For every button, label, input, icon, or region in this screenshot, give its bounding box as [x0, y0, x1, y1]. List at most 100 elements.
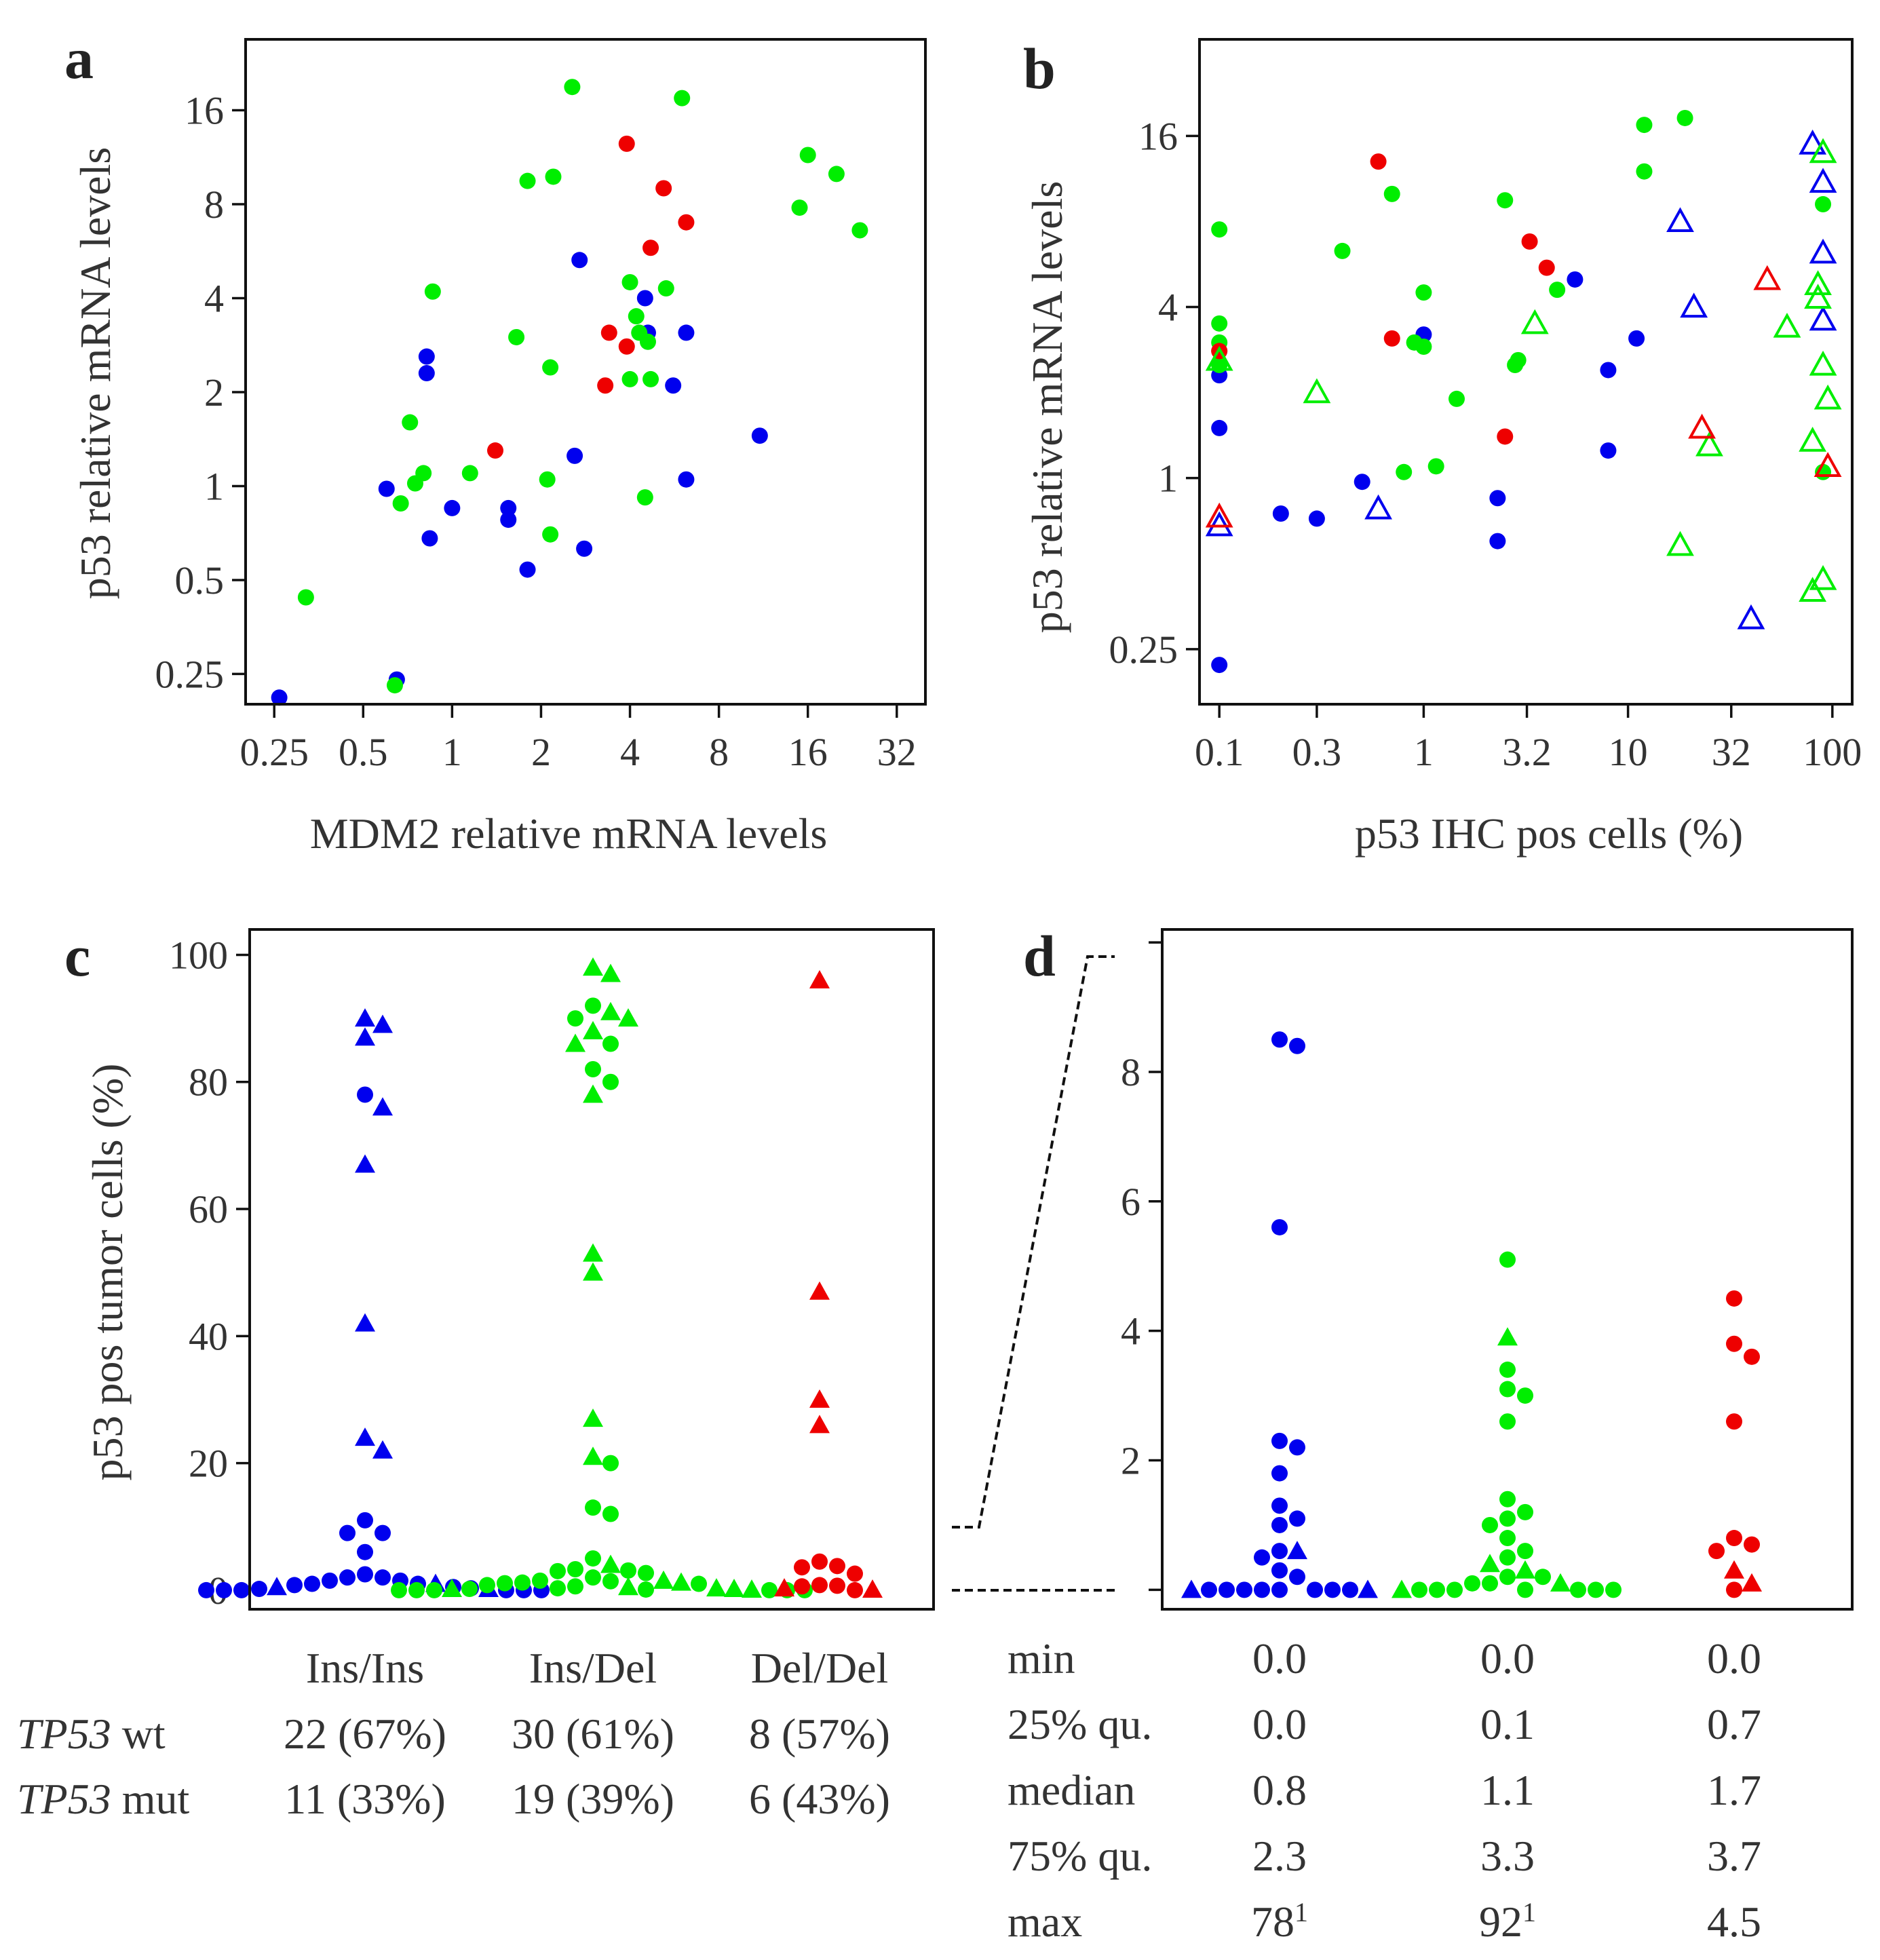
data-point: [1726, 1581, 1742, 1598]
data-point: [602, 1035, 619, 1052]
y-tick-label: 40: [189, 1314, 228, 1358]
summary-cell: 4.5: [1707, 1898, 1761, 1946]
data-point: [297, 589, 314, 606]
data-point: [1334, 242, 1351, 259]
panel-c-frame: [248, 928, 935, 1611]
data-point: [1427, 458, 1444, 475]
data-point: [642, 239, 659, 256]
data-point: [1499, 1530, 1516, 1547]
data-point: [1538, 259, 1555, 276]
data-point: [809, 1281, 830, 1300]
data-point: [542, 359, 559, 376]
data-point: [198, 1581, 214, 1598]
data-point: [418, 365, 435, 382]
data-point: [618, 1577, 638, 1596]
data-point: [1211, 419, 1228, 436]
x-tick-label: 1: [1414, 730, 1434, 774]
data-point: [567, 447, 583, 464]
data-point: [1271, 1432, 1288, 1449]
genotype-cell: 6 (43%): [749, 1775, 890, 1823]
panel-b-points: [1205, 109, 1842, 674]
summary-cell: 921: [1479, 1897, 1536, 1946]
data-point: [1464, 1575, 1480, 1592]
data-point: [583, 1243, 603, 1262]
data-point: [1271, 1497, 1288, 1514]
y-tick-label: 100: [169, 933, 228, 977]
data-point: [585, 1061, 601, 1078]
data-point: [1510, 351, 1527, 368]
data-point: [1737, 604, 1765, 630]
x-tick-label: 16: [788, 730, 828, 774]
data-point: [1600, 362, 1617, 379]
data-point: [1809, 305, 1837, 331]
data-point: [286, 1577, 303, 1594]
data-point: [1726, 1413, 1742, 1430]
summary-cell: 0.7: [1707, 1700, 1761, 1748]
data-point: [402, 414, 419, 431]
data-point: [567, 1578, 583, 1595]
panel-a-ticks: 0.25 0.5 1 2 4 8 16 32 0.25 0.5 1 2 4 8 16: [155, 89, 917, 774]
data-point: [1211, 657, 1228, 674]
data-point: [372, 1097, 393, 1116]
panel-a-ylabel: p53 relative mRNA levels: [71, 147, 119, 600]
data-point: [1517, 1581, 1533, 1598]
data-point: [851, 222, 868, 239]
x-tick-label: 4: [620, 730, 640, 774]
data-point: [618, 1008, 638, 1027]
data-point: [678, 214, 695, 231]
data-point: [1809, 238, 1837, 264]
x-tick-label: 0.3: [1292, 730, 1342, 774]
data-point: [418, 348, 435, 365]
data-point: [339, 1569, 356, 1586]
data-point: [1809, 138, 1837, 164]
data-point: [1205, 502, 1233, 528]
data-point: [791, 199, 808, 216]
panel-c-letter: c: [64, 923, 90, 988]
data-point: [642, 370, 659, 387]
data-point: [355, 1313, 375, 1332]
data-point: [847, 1565, 863, 1582]
panel-b-frame: [1198, 38, 1854, 706]
data-point: [1550, 1573, 1571, 1592]
y-tick-label: 80: [189, 1060, 228, 1104]
data-point: [585, 1569, 601, 1586]
data-point: [1271, 1218, 1288, 1235]
data-point: [545, 168, 562, 185]
data-point: [1570, 1581, 1586, 1598]
data-point: [479, 1577, 495, 1594]
data-point: [1489, 490, 1506, 507]
genotype-cell: 19 (39%): [512, 1775, 674, 1823]
data-point: [1482, 1516, 1498, 1533]
y-tick-label: 16: [1138, 114, 1178, 158]
data-point: [1515, 1560, 1535, 1579]
data-point: [1499, 1381, 1516, 1398]
data-point: [514, 1574, 531, 1591]
genotype-row-mut-label: TP53 mut: [17, 1775, 189, 1823]
panel-c-points: [198, 957, 883, 1598]
genotype-col-del-del: Del/Del: [751, 1644, 889, 1692]
data-point: [583, 1262, 603, 1281]
data-point: [1744, 1536, 1760, 1553]
data-point: [1799, 577, 1827, 602]
data-point: [1354, 474, 1370, 491]
data-point: [322, 1572, 338, 1589]
data-point: [1499, 1413, 1516, 1430]
gene-name: TP53: [17, 1710, 111, 1758]
summary-cell: 0.0: [1252, 1700, 1307, 1748]
data-point: [1489, 533, 1506, 550]
summary-cell: 3.7: [1707, 1832, 1761, 1880]
data-point: [655, 180, 672, 197]
summary-cell: 0.0: [1480, 1634, 1535, 1683]
data-point: [357, 1566, 373, 1583]
data-point: [339, 1524, 356, 1541]
data-point: [1605, 1581, 1622, 1598]
data-point: [1726, 1530, 1742, 1547]
summary-cell: 0.1: [1480, 1700, 1535, 1748]
data-point: [751, 427, 768, 444]
data-point: [357, 1086, 373, 1103]
data-point: [461, 465, 478, 482]
data-point: [638, 1564, 654, 1581]
data-point: [585, 997, 601, 1014]
panel-b: b p53 relative mRNA levels p53 IHC pos c…: [1023, 36, 1862, 858]
y-tick-label: 20: [189, 1442, 228, 1486]
